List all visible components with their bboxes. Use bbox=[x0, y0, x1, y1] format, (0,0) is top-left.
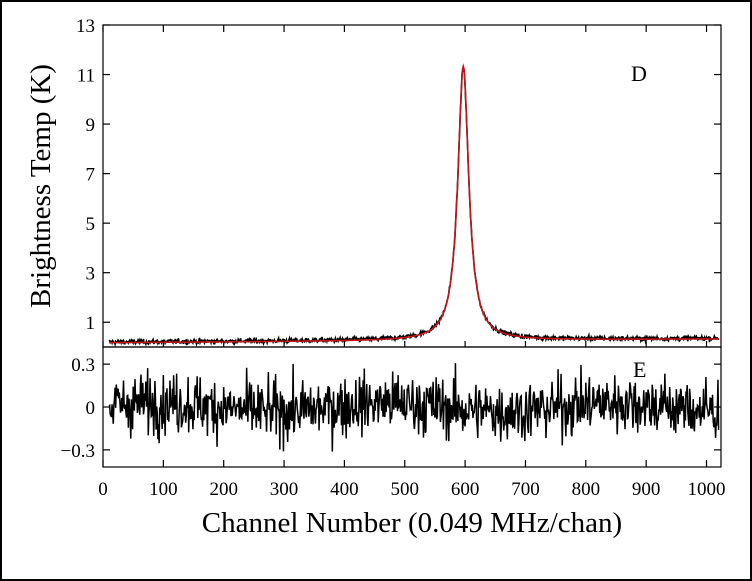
top-ytick-label: 9 bbox=[86, 115, 96, 136]
top-ytick-label: 3 bbox=[86, 264, 96, 285]
xtick-label: 300 bbox=[270, 479, 299, 500]
xtick-label: 1000 bbox=[688, 479, 726, 500]
bottom-panel: −0.300.3 0 100 200 300 400 500 600 700 800 900 100… bbox=[61, 25, 726, 539]
xtick-label: 500 bbox=[391, 479, 420, 500]
top-ytick-label: 13 bbox=[76, 16, 95, 37]
top-ytick-label: 5 bbox=[86, 214, 96, 235]
observed-spectrum-line bbox=[108, 65, 720, 348]
bottom-ytick-label: 0 bbox=[86, 398, 96, 419]
panel-label-e: E bbox=[633, 357, 646, 382]
top-ytick-label: 1 bbox=[86, 313, 96, 334]
fit-curve-line bbox=[109, 63, 719, 344]
xtick-label: 200 bbox=[209, 479, 238, 500]
xtick-label: 800 bbox=[572, 479, 601, 500]
bottom-yticks: −0.3 0 0.3 bbox=[61, 355, 721, 462]
top-ytick-label: 11 bbox=[77, 66, 95, 87]
top-series bbox=[108, 63, 720, 348]
xtick-label: 700 bbox=[511, 479, 540, 500]
bottom-ytick-label: −0.3 bbox=[61, 441, 95, 462]
residual-line bbox=[108, 363, 720, 452]
x-ticks: 0 100 200 300 400 500 600 700 800 900 1000 bbox=[98, 25, 726, 500]
y-axis-title: Brightness Temp (K) bbox=[25, 64, 57, 308]
xtick-label: 900 bbox=[632, 479, 661, 500]
xtick-label: 0 bbox=[98, 479, 108, 500]
bottom-ytick-label: 0.3 bbox=[71, 355, 95, 376]
xtick-label: 400 bbox=[330, 479, 359, 500]
top-plot-area bbox=[102, 24, 722, 348]
x-axis-title: Channel Number (0.049 MHz/chan) bbox=[202, 507, 622, 539]
xtick-label: 100 bbox=[149, 479, 178, 500]
panel-label-d: D bbox=[631, 61, 647, 86]
top-ytick-label: 7 bbox=[86, 165, 96, 186]
xtick-label: 600 bbox=[451, 479, 480, 500]
bottom-series bbox=[108, 363, 720, 452]
